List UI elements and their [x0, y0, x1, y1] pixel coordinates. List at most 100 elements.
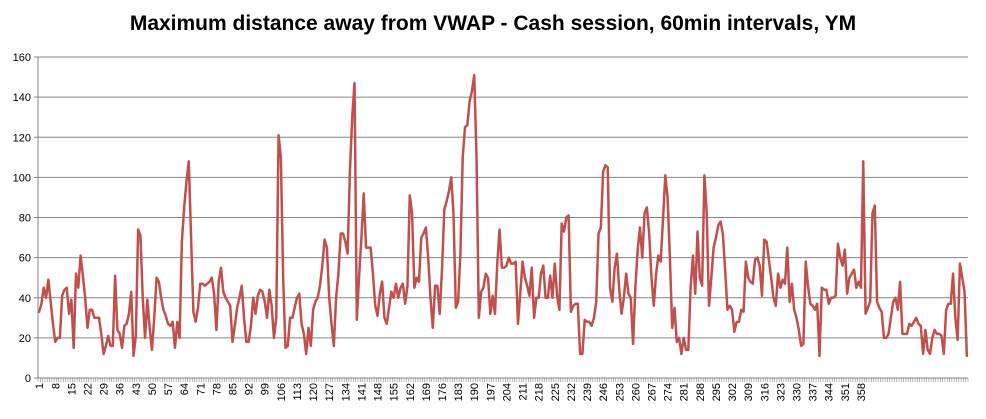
- y-axis-tick-labels: 0 20 40 60 80 100 120 140 160: [13, 52, 31, 385]
- data-point: [650, 277, 652, 279]
- data-point: [547, 297, 549, 299]
- data-point: [867, 307, 869, 309]
- data-point: [593, 317, 595, 319]
- data-point: [807, 285, 809, 287]
- x-tick-label: 302: [727, 383, 739, 401]
- x-tick-label: 246: [598, 383, 610, 401]
- data-point: [568, 214, 570, 216]
- data-point: [740, 309, 742, 311]
- data-point: [512, 263, 514, 265]
- data-point: [268, 289, 270, 291]
- data-point: [354, 82, 356, 84]
- data-point: [621, 313, 623, 315]
- data-point: [627, 293, 629, 295]
- data-point: [858, 281, 860, 283]
- data-point: [938, 333, 940, 335]
- data-point: [443, 208, 445, 210]
- data-point: [70, 299, 72, 301]
- x-tick-label: 183: [453, 383, 465, 401]
- data-point: [227, 301, 229, 303]
- data-point: [427, 257, 429, 259]
- data-point: [425, 227, 427, 229]
- data-point: [812, 305, 814, 307]
- x-tick-label: 50: [147, 383, 159, 395]
- data-point: [266, 317, 268, 319]
- data-point: [128, 313, 130, 315]
- data-point: [535, 297, 537, 299]
- x-tick-label: 106: [276, 383, 288, 401]
- data-point: [259, 289, 261, 291]
- data-point: [496, 263, 498, 265]
- data-point: [450, 176, 452, 178]
- data-point: [77, 287, 79, 289]
- data-point: [61, 295, 63, 297]
- x-tick-label: 15: [66, 383, 78, 395]
- data-point: [897, 309, 899, 311]
- data-point: [139, 235, 141, 237]
- data-point: [38, 311, 40, 313]
- data-point: [464, 126, 466, 128]
- data-point: [243, 317, 245, 319]
- data-point: [782, 279, 784, 281]
- data-point: [931, 337, 933, 339]
- x-tick-label: 92: [244, 383, 256, 395]
- data-point: [669, 257, 671, 259]
- data-point: [195, 321, 197, 323]
- data-point: [326, 247, 328, 249]
- data-point: [685, 349, 687, 351]
- data-point: [837, 243, 839, 245]
- data-point: [913, 321, 915, 323]
- data-point: [98, 317, 100, 319]
- data-point: [508, 257, 510, 259]
- data-point: [789, 301, 791, 303]
- data-point: [236, 307, 238, 309]
- x-tick-label: 274: [663, 383, 675, 401]
- data-point: [770, 277, 772, 279]
- data-point: [282, 277, 284, 279]
- data-point: [577, 303, 579, 305]
- data-point: [549, 275, 551, 277]
- data-point: [119, 333, 121, 335]
- data-point: [183, 206, 185, 208]
- data-point: [448, 190, 450, 192]
- data-point: [929, 353, 931, 355]
- data-point: [517, 323, 519, 325]
- data-point: [717, 225, 719, 227]
- data-point: [149, 327, 151, 329]
- x-tick-label: 134: [340, 383, 352, 401]
- data-point: [531, 267, 533, 269]
- data-point: [86, 327, 88, 329]
- data-point: [317, 297, 319, 299]
- data-point: [100, 333, 102, 335]
- data-point: [922, 353, 924, 355]
- data-point: [598, 233, 600, 235]
- data-point: [865, 313, 867, 315]
- data-point: [188, 160, 190, 162]
- data-point: [278, 134, 280, 136]
- x-tick-label: 351: [840, 383, 852, 401]
- x-tick-label: 1: [34, 383, 46, 389]
- data-point: [522, 261, 524, 263]
- data-point: [280, 156, 282, 158]
- data-point: [883, 337, 885, 339]
- data-point: [625, 273, 627, 275]
- data-point: [761, 295, 763, 297]
- data-point: [93, 317, 95, 319]
- data-point: [174, 347, 176, 349]
- data-point: [966, 355, 968, 357]
- data-point: [853, 269, 855, 271]
- x-tick-label: 267: [646, 383, 658, 401]
- data-point: [89, 309, 91, 311]
- data-point: [667, 196, 669, 198]
- x-tick-label: 57: [163, 383, 175, 395]
- data-point: [874, 204, 876, 206]
- data-point: [890, 317, 892, 319]
- x-tick-label: 197: [485, 383, 497, 401]
- data-point: [480, 291, 482, 293]
- data-point: [126, 323, 128, 325]
- data-point: [238, 297, 240, 299]
- data-point: [579, 353, 581, 355]
- data-point: [57, 337, 59, 339]
- data-point: [680, 353, 682, 355]
